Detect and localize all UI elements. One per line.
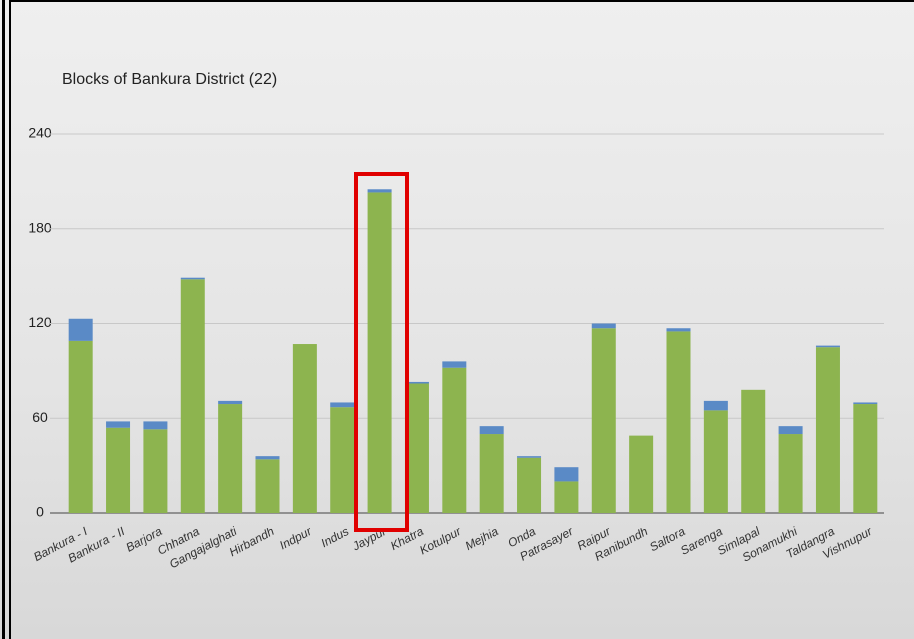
bar-segment [853,402,877,404]
border [9,0,11,639]
bar-segment [741,390,765,513]
bar-segment [704,410,728,513]
y-tick-label: 120 [28,314,52,330]
bar-segment [554,467,578,481]
chart: Blocks of Bankura District (22) 0 60 120 18… [0,0,914,639]
bar-segment [256,459,280,513]
y-tick-label: 240 [28,125,52,141]
bar-segment [368,189,392,192]
border [2,0,5,639]
bar-segment [181,279,205,513]
y-tick-label: 180 [28,219,52,235]
bar-segment [480,426,504,434]
bar-segment [442,368,466,513]
bar-segment [554,481,578,513]
bar-segment [816,346,840,348]
bar-segment [293,344,317,513]
bar-segment [181,278,205,280]
bar-segment [442,361,466,367]
bar-segment [106,428,130,513]
bar-segment [517,456,541,458]
bar-segment [853,404,877,513]
y-tick-label: 60 [32,409,48,425]
bar-segment [517,458,541,513]
bar-segment [667,331,691,513]
bar-segment [779,434,803,513]
bar-segment [592,324,616,329]
bar-segment [143,421,167,429]
border [11,0,914,2]
bar-segment [779,426,803,434]
bar-segment [218,401,242,404]
bar-segment [667,328,691,331]
bar-segment [218,404,242,513]
bar-segment [69,341,93,513]
bar-segment [592,328,616,513]
bar-segment [106,421,130,427]
bar-segment [480,434,504,513]
chart-title: Blocks of Bankura District (22) [62,71,277,88]
bar-segment [330,407,354,513]
bar-segment [69,319,93,341]
bar-segment [816,347,840,513]
bar-segment [256,456,280,459]
bar-segment [629,436,653,513]
bar-segment [704,401,728,410]
bar-segment [330,402,354,407]
y-tick-label: 0 [36,504,44,520]
bar-segment [368,192,392,513]
bar-segment [143,429,167,513]
